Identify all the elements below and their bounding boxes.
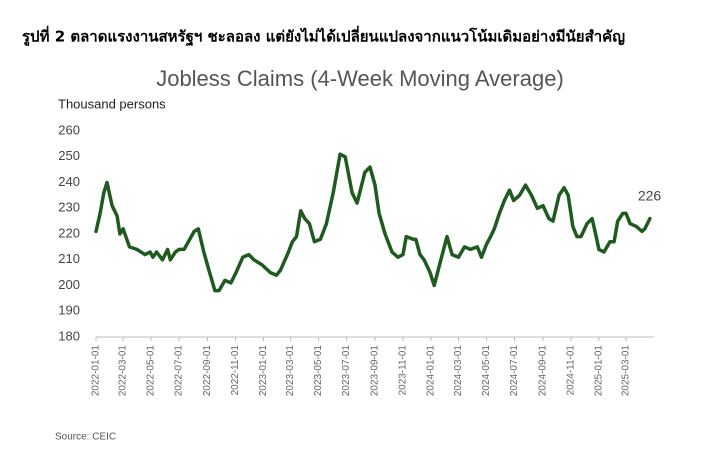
y-tick-label: 220: [58, 225, 80, 240]
y-axis-label: Thousand persons: [58, 96, 166, 111]
x-tick-label: 2023-09-01: [370, 345, 381, 397]
y-tick-label: 180: [58, 328, 80, 343]
x-tick-label: 2023-03-01: [285, 345, 296, 397]
y-tick-label: 200: [58, 277, 80, 292]
x-tick-label: 2025-03-01: [621, 345, 632, 397]
y-tick-label: 260: [58, 122, 80, 137]
y-tick-label: 210: [58, 251, 80, 266]
end-value-label: 226: [638, 187, 662, 203]
source: Source: CEIC: [55, 432, 116, 443]
y-tick-label: 230: [58, 200, 80, 215]
x-tick-label: 2023-01-01: [258, 345, 269, 397]
x-tick-label: 2022-01-01: [91, 345, 102, 397]
x-tick-label: 2023-11-01: [398, 345, 409, 396]
x-tick-label: 2022-07-01: [174, 345, 185, 397]
x-tick-label: 2024-05-01: [481, 345, 492, 397]
y-tick-label: 250: [58, 148, 80, 163]
x-tick-label: 2024-09-01: [538, 345, 549, 397]
x-tick-label: 2022-09-01: [202, 345, 213, 397]
x-tick-label: 2024-11-01: [566, 345, 577, 396]
figure-caption: รูปที่ 2 ตลาดแรงงานสหรัฐฯ ชะลอลง แต่ยังไ…: [22, 26, 625, 47]
y-tick-label: 190: [58, 303, 80, 318]
chart-title: Jobless Claims (4-Week Moving Average): [156, 66, 564, 91]
x-tick-label: 2023-07-01: [341, 345, 352, 397]
line-series: [94, 152, 652, 293]
x-tick-label: 2022-05-01: [146, 345, 157, 397]
x-tick-label: 2022-11-01: [230, 345, 241, 396]
x-tick-label: 2022-03-01: [118, 345, 129, 397]
x-tick-label: 2024-01-01: [426, 345, 437, 397]
x-tick-label: 2024-07-01: [509, 345, 520, 397]
x-tick-label: 2023-05-01: [313, 345, 324, 397]
y-tick-label: 240: [58, 174, 80, 189]
x-tick-label: 2025-01-01: [594, 345, 605, 397]
x-tick-label: 2024-03-01: [453, 345, 464, 397]
